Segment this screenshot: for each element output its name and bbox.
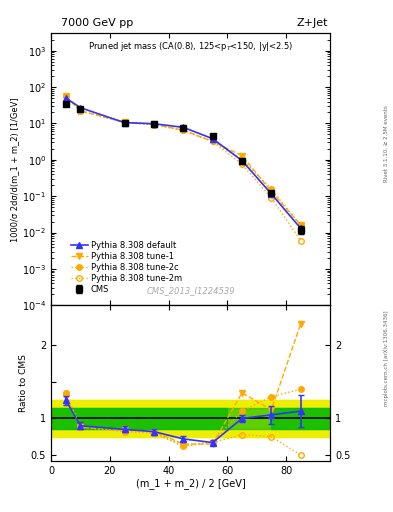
X-axis label: (m_1 + m_2) / 2 [GeV]: (m_1 + m_2) / 2 [GeV] <box>136 478 246 489</box>
Pythia 8.308 tune-2m <box>240 161 244 167</box>
Y-axis label: 1000/σ 2dσ/d(m_1 + m_2) [1/GeV]: 1000/σ 2dσ/d(m_1 + m_2) [1/GeV] <box>10 97 19 242</box>
Legend: Pythia 8.308 default, Pythia 8.308 tune-1, Pythia 8.308 tune-2c, Pythia 8.308 tu: Pythia 8.308 default, Pythia 8.308 tune-… <box>69 239 184 296</box>
Pythia 8.308 tune-2c <box>152 122 156 128</box>
Text: Pruned jet mass (CA(0.8), 125<p$_T$<150, |y|<2.5): Pruned jet mass (CA(0.8), 125<p$_T$<150,… <box>88 40 293 53</box>
Pythia 8.308 default <box>240 158 244 164</box>
Pythia 8.308 tune-2c <box>122 120 127 126</box>
Pythia 8.308 tune-1 <box>210 138 215 144</box>
Pythia 8.308 tune-2m <box>210 138 215 144</box>
Pythia 8.308 default <box>152 121 156 127</box>
Pythia 8.308 tune-2c <box>269 186 274 193</box>
Pythia 8.308 tune-2c <box>181 127 185 133</box>
Pythia 8.308 tune-1 <box>181 127 185 133</box>
Pythia 8.308 tune-2m <box>298 238 303 244</box>
Pythia 8.308 tune-1 <box>269 188 274 195</box>
Pythia 8.308 tune-2c <box>240 156 244 162</box>
Pythia 8.308 tune-2c <box>78 108 83 114</box>
Pythia 8.308 tune-2c <box>298 222 303 228</box>
Pythia 8.308 default <box>181 124 185 131</box>
Pythia 8.308 tune-2m <box>152 121 156 127</box>
Pythia 8.308 tune-1 <box>152 121 156 127</box>
Line: Pythia 8.308 tune-2m: Pythia 8.308 tune-2m <box>63 94 303 243</box>
Pythia 8.308 default <box>122 120 127 126</box>
Pythia 8.308 tune-1 <box>122 119 127 125</box>
Pythia 8.308 tune-2m <box>63 93 68 99</box>
Pythia 8.308 tune-2m <box>181 127 185 134</box>
Y-axis label: Ratio to CMS: Ratio to CMS <box>19 354 28 412</box>
Pythia 8.308 tune-2c <box>210 138 215 144</box>
Pythia 8.308 default <box>269 191 274 197</box>
Line: Pythia 8.308 tune-2c: Pythia 8.308 tune-2c <box>63 94 303 228</box>
Pythia 8.308 default <box>63 95 68 101</box>
Line: Pythia 8.308 default: Pythia 8.308 default <box>63 95 303 231</box>
Pythia 8.308 tune-1 <box>63 93 68 99</box>
Text: Rivet 3.1.10, ≥ 2.5M events: Rivet 3.1.10, ≥ 2.5M events <box>384 105 389 182</box>
Pythia 8.308 default <box>78 104 83 111</box>
Text: Z+Jet: Z+Jet <box>297 18 328 28</box>
Pythia 8.308 tune-2m <box>78 108 83 114</box>
Pythia 8.308 default <box>298 225 303 231</box>
Pythia 8.308 tune-2m <box>122 119 127 125</box>
Pythia 8.308 tune-1 <box>78 108 83 114</box>
Pythia 8.308 tune-2m <box>269 195 274 201</box>
Text: 7000 GeV pp: 7000 GeV pp <box>61 18 133 28</box>
Pythia 8.308 default <box>210 136 215 142</box>
Pythia 8.308 tune-1 <box>240 153 244 159</box>
Text: mcplots.cern.ch [arXiv:1306.3436]: mcplots.cern.ch [arXiv:1306.3436] <box>384 311 389 406</box>
Text: CMS_2013_I1224539: CMS_2013_I1224539 <box>146 286 235 295</box>
Line: Pythia 8.308 tune-1: Pythia 8.308 tune-1 <box>63 94 303 228</box>
Pythia 8.308 tune-2c <box>63 93 68 99</box>
Pythia 8.308 tune-1 <box>298 222 303 228</box>
